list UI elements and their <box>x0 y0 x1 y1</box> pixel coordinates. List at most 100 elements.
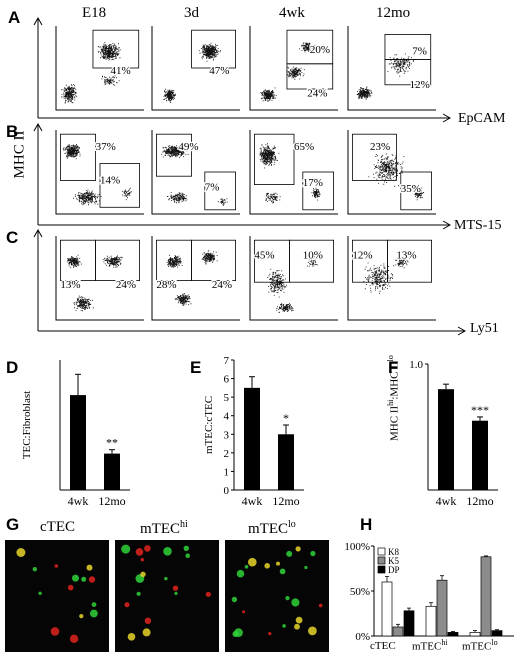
dot-cluster <box>265 192 281 204</box>
bar-charts-def: 4wk ** 12mo TEC:Fibroblast 0 1 2 3 4 5 6 7 4wk * 12mo m… <box>21 355 498 508</box>
bar-panel-F: 1.0 4wk *** 12mo <box>409 359 498 508</box>
bar-4wk <box>70 395 86 490</box>
cell-signal <box>121 544 131 554</box>
cell-signal <box>144 617 152 624</box>
cell-signal <box>282 624 286 628</box>
cell-signal <box>144 545 151 552</box>
plot-axes <box>249 26 338 111</box>
gate <box>155 133 192 177</box>
dot-cluster <box>167 192 188 204</box>
cell-signal <box>140 558 144 562</box>
legend-swatch-K5 <box>377 556 386 565</box>
gate-percent: 12% <box>352 250 372 262</box>
y-axis-label: mTEC:cTEC <box>203 396 215 454</box>
cell-signal <box>32 567 37 572</box>
dot-cluster <box>267 268 287 298</box>
gate <box>95 239 140 281</box>
plot-axes <box>347 26 436 111</box>
gate-percent: 13% <box>396 250 416 262</box>
gate-percent: 47% <box>209 65 229 77</box>
x-axis-label-epcam: EpCAM <box>458 111 506 126</box>
h-category-label-ctec: cTEC <box>370 640 396 652</box>
cell-signal <box>276 561 280 566</box>
cell-signal <box>236 569 245 578</box>
cell-signal <box>38 591 42 595</box>
panel-label-g: G <box>6 515 20 534</box>
category-label-4wk: 4wk <box>436 494 457 508</box>
plot-axes <box>55 236 144 321</box>
cell-signal <box>286 550 293 557</box>
bar-panel-D: 4wk ** 12mo TEC:Fibroblast <box>21 360 130 508</box>
dot-cluster <box>73 189 102 206</box>
micrograph-panels <box>5 540 329 652</box>
gate-percent: 14% <box>100 175 120 187</box>
dot-cluster <box>61 84 78 104</box>
category-label-4wk: 4wk <box>68 494 89 508</box>
cell-signal <box>304 565 308 570</box>
cell-signal <box>174 591 178 595</box>
legend-swatch-DP <box>377 565 386 574</box>
plot-axes <box>249 236 338 321</box>
cell-signal <box>295 616 303 624</box>
x-axis-label-ly51: Ly51 <box>470 321 499 336</box>
plot-axes <box>151 26 240 111</box>
gate-percent: 17% <box>303 177 323 189</box>
column-header-3d: 3d <box>184 5 199 21</box>
gate <box>253 133 295 185</box>
dot-cluster <box>166 254 183 268</box>
dot-cluster <box>102 255 123 268</box>
h-category-label-mteclo: mTEClo <box>462 638 498 653</box>
y-tick-label: 4 <box>224 411 230 423</box>
flow-plot-a-1: 47% <box>151 26 240 111</box>
bar-12mo <box>104 453 120 490</box>
significance-marker: * <box>283 411 289 425</box>
gate <box>191 239 237 281</box>
dot-cluster <box>276 303 294 313</box>
y-tick-label: 0% <box>355 631 370 643</box>
y-arrow-row-0 <box>33 16 43 26</box>
micrograph-mtechi <box>115 540 219 652</box>
cell-signal <box>72 574 79 582</box>
gate-percent: 49% <box>178 141 198 153</box>
cell-signal <box>50 627 60 636</box>
flow-plot-b-2: 65% 17% <box>249 130 338 215</box>
dot-cluster <box>299 42 316 53</box>
dot-cluster <box>62 144 81 160</box>
micrograph-label-mteclo: mTEClo <box>248 519 296 537</box>
gate <box>99 163 140 208</box>
bar-cTEC-K5 <box>392 626 404 637</box>
cell-signal <box>205 591 211 597</box>
flow-plot-a-2: 20% 24% <box>249 26 338 111</box>
dot-cluster <box>259 143 280 169</box>
gate <box>191 29 237 69</box>
cell-signal <box>163 547 172 556</box>
panel-label-e: E <box>190 358 202 377</box>
bar-4wk <box>438 389 454 490</box>
x-arrow-row-0 <box>442 113 452 123</box>
category-label-12mo: 12mo <box>98 494 125 508</box>
cell-signal <box>242 610 246 614</box>
bar-mTEClo-K8 <box>469 632 481 637</box>
panel-label-f: F <box>388 358 399 377</box>
cell-signal <box>81 576 87 582</box>
plot-axes <box>151 130 240 215</box>
cell-signal <box>285 596 290 601</box>
category-label-12mo: 12mo <box>272 494 299 508</box>
flow-plot-b-1: 49% 7% <box>151 130 240 215</box>
plot-axes <box>347 236 436 321</box>
cell-signal <box>295 546 301 552</box>
gate-percent: 24% <box>212 279 232 291</box>
y-tick-label: 100% <box>344 541 370 553</box>
dot-cluster <box>161 145 189 158</box>
gate-percent: 28% <box>156 279 176 291</box>
bar-cTEC-K8 <box>381 581 393 637</box>
gate-percent: 7% <box>412 45 427 57</box>
cell-signal <box>268 632 272 636</box>
y-arrow-row-1 <box>33 122 43 132</box>
bar-12mo <box>472 420 488 490</box>
gate-percent: 45% <box>254 250 274 262</box>
dot-cluster <box>306 253 318 267</box>
y-axis-label: TEC:Fibroblast <box>21 391 33 459</box>
gate <box>286 63 334 90</box>
gate-percent: 41% <box>111 65 131 77</box>
